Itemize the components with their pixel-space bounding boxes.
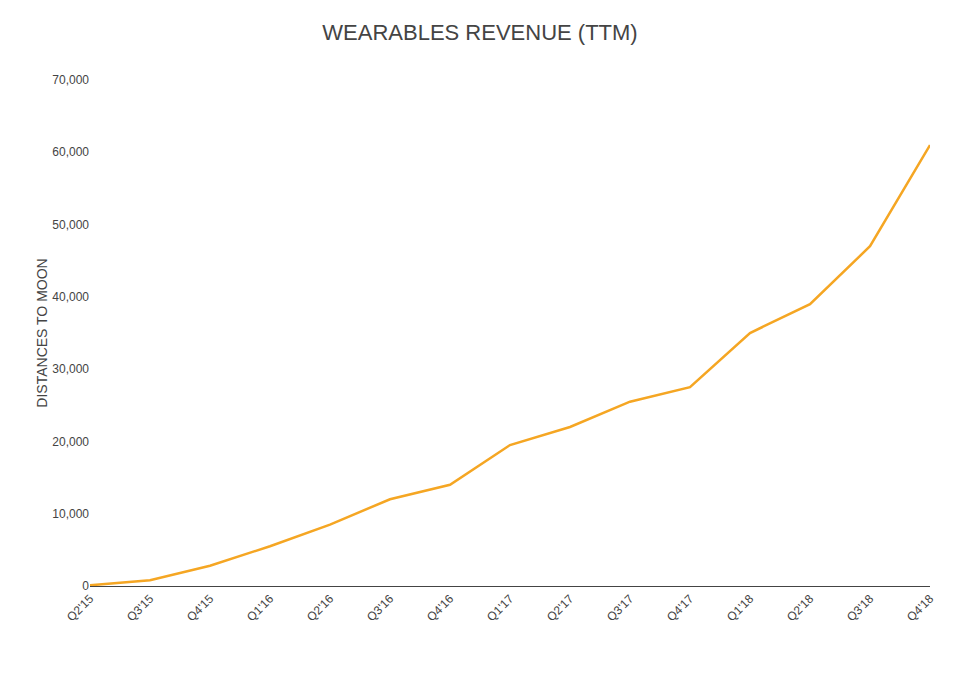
svg-text:Q1'16: Q1'16 [244,592,277,625]
svg-text:Q4'17: Q4'17 [664,592,697,625]
svg-text:Q4'15: Q4'15 [184,592,217,625]
svg-text:Q3'15: Q3'15 [124,592,157,625]
svg-text:Q3'16: Q3'16 [364,592,397,625]
svg-text:60,000: 60,000 [52,145,89,159]
svg-text:0: 0 [82,579,89,593]
svg-text:Q2'15: Q2'15 [64,592,97,625]
svg-text:10,000: 10,000 [52,507,89,521]
svg-text:30,000: 30,000 [52,362,89,376]
svg-text:40,000: 40,000 [52,290,89,304]
svg-text:Q4'18: Q4'18 [904,592,937,625]
svg-text:50,000: 50,000 [52,218,89,232]
svg-text:Q1'17: Q1'17 [484,592,517,625]
svg-text:20,000: 20,000 [52,435,89,449]
svg-text:Q2'17: Q2'17 [544,592,577,625]
svg-text:WEARABLES REVENUE (TTM): WEARABLES REVENUE (TTM) [322,20,637,45]
svg-text:Q3'18: Q3'18 [844,592,877,625]
svg-text:70,000: 70,000 [52,73,89,87]
svg-text:Q2'16: Q2'16 [304,592,337,625]
svg-text:Q2'18: Q2'18 [784,592,817,625]
svg-text:Q3'17: Q3'17 [604,592,637,625]
svg-text:DISTANCES TO MOON: DISTANCES TO MOON [34,258,50,407]
svg-text:Q4'16: Q4'16 [424,592,457,625]
svg-text:Q1'18: Q1'18 [724,592,757,625]
